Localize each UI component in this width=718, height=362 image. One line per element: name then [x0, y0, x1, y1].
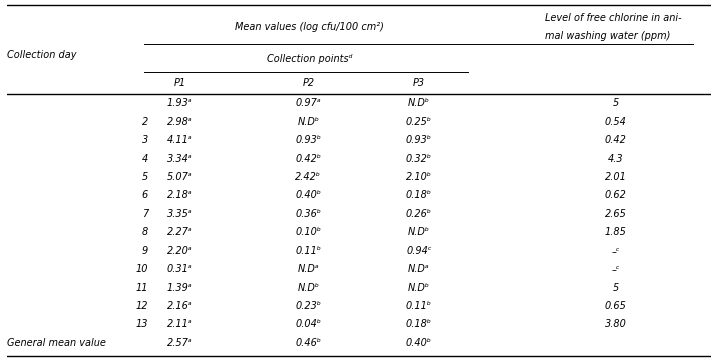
Text: 0.97ᵃ: 0.97ᵃ [296, 98, 321, 108]
Text: 2.42ᵇ: 2.42ᵇ [295, 172, 322, 182]
Text: 7: 7 [141, 209, 148, 219]
Text: 8: 8 [141, 227, 148, 237]
Text: 0.26ᵇ: 0.26ᵇ [406, 209, 432, 219]
Text: 2.65: 2.65 [605, 209, 627, 219]
Text: Level of free chlorine in ani-: Level of free chlorine in ani- [546, 13, 682, 23]
Text: mal washing water (ppm): mal washing water (ppm) [546, 30, 671, 41]
Text: 9: 9 [141, 246, 148, 256]
Text: Collection day: Collection day [7, 50, 77, 60]
Text: 4.3: 4.3 [608, 153, 624, 164]
Text: 0.23ᵇ: 0.23ᵇ [295, 301, 322, 311]
Text: N.Dᵇ: N.Dᵇ [408, 98, 430, 108]
Text: 3: 3 [141, 135, 148, 145]
Text: 3.80: 3.80 [605, 319, 627, 329]
Text: N.Dᵇ: N.Dᵇ [297, 282, 320, 292]
Text: 0.11ᵇ: 0.11ᵇ [406, 301, 432, 311]
Text: N.Dᵇ: N.Dᵇ [408, 282, 430, 292]
Text: 0.18ᵇ: 0.18ᵇ [406, 190, 432, 201]
Text: 2.01: 2.01 [605, 172, 627, 182]
Text: General mean value: General mean value [7, 338, 106, 348]
Text: 0.04ᵇ: 0.04ᵇ [295, 319, 322, 329]
Text: 0.10ᵇ: 0.10ᵇ [295, 227, 322, 237]
Text: P3: P3 [413, 79, 425, 88]
Text: 0.36ᵇ: 0.36ᵇ [295, 209, 322, 219]
Text: 2.16ᵃ: 2.16ᵃ [167, 301, 192, 311]
Text: 0.31ᵃ: 0.31ᵃ [167, 264, 192, 274]
Text: 6: 6 [141, 190, 148, 201]
Text: P1: P1 [174, 79, 186, 88]
Text: N.Dᵃ: N.Dᵃ [408, 264, 429, 274]
Text: 0.11ᵇ: 0.11ᵇ [295, 246, 322, 256]
Text: 0.93ᵇ: 0.93ᵇ [295, 135, 322, 145]
Text: Collection pointsᵈ: Collection pointsᵈ [267, 54, 353, 64]
Text: 12: 12 [136, 301, 148, 311]
Text: 11: 11 [136, 282, 148, 292]
Text: 13: 13 [136, 319, 148, 329]
Text: 5: 5 [612, 282, 619, 292]
Text: 2.57ᵃ: 2.57ᵃ [167, 338, 192, 348]
Text: 0.18ᵇ: 0.18ᵇ [406, 319, 432, 329]
Text: 0.25ᵇ: 0.25ᵇ [406, 117, 432, 127]
Text: 0.54: 0.54 [605, 117, 627, 127]
Text: 0.32ᵇ: 0.32ᵇ [406, 153, 432, 164]
Text: 4: 4 [141, 153, 148, 164]
Text: 2.27ᵃ: 2.27ᵃ [167, 227, 192, 237]
Text: 1.39ᵃ: 1.39ᵃ [167, 282, 192, 292]
Text: 0.42: 0.42 [605, 135, 627, 145]
Text: 5: 5 [612, 98, 619, 108]
Text: N.Dᵃ: N.Dᵃ [297, 264, 320, 274]
Text: –ᶜ: –ᶜ [612, 264, 620, 274]
Text: Mean values (log cfu/100 cm²): Mean values (log cfu/100 cm²) [236, 22, 384, 32]
Text: 0.93ᵇ: 0.93ᵇ [406, 135, 432, 145]
Text: 2.11ᵃ: 2.11ᵃ [167, 319, 192, 329]
Text: P2: P2 [302, 79, 314, 88]
Text: 4.11ᵃ: 4.11ᵃ [167, 135, 192, 145]
Text: N.Dᵇ: N.Dᵇ [297, 117, 320, 127]
Text: 10: 10 [136, 264, 148, 274]
Text: –ᶜ: –ᶜ [612, 246, 620, 256]
Text: 0.40ᵇ: 0.40ᵇ [295, 190, 322, 201]
Text: 3.35ᵃ: 3.35ᵃ [167, 209, 192, 219]
Text: 3.34ᵃ: 3.34ᵃ [167, 153, 192, 164]
Text: 0.46ᵇ: 0.46ᵇ [295, 338, 322, 348]
Text: 2.18ᵃ: 2.18ᵃ [167, 190, 192, 201]
Text: 0.40ᵇ: 0.40ᵇ [406, 338, 432, 348]
Text: 2.10ᵇ: 2.10ᵇ [406, 172, 432, 182]
Text: 0.62: 0.62 [605, 190, 627, 201]
Text: 0.94ᶜ: 0.94ᶜ [406, 246, 432, 256]
Text: 0.42ᵇ: 0.42ᵇ [295, 153, 322, 164]
Text: 2.20ᵃ: 2.20ᵃ [167, 246, 192, 256]
Text: 1.85: 1.85 [605, 227, 627, 237]
Text: 5: 5 [141, 172, 148, 182]
Text: 2.98ᵃ: 2.98ᵃ [167, 117, 192, 127]
Text: 1.93ᵃ: 1.93ᵃ [167, 98, 192, 108]
Text: N.Dᵇ: N.Dᵇ [408, 227, 430, 237]
Text: 2: 2 [141, 117, 148, 127]
Text: 0.65: 0.65 [605, 301, 627, 311]
Text: 5.07ᵃ: 5.07ᵃ [167, 172, 192, 182]
